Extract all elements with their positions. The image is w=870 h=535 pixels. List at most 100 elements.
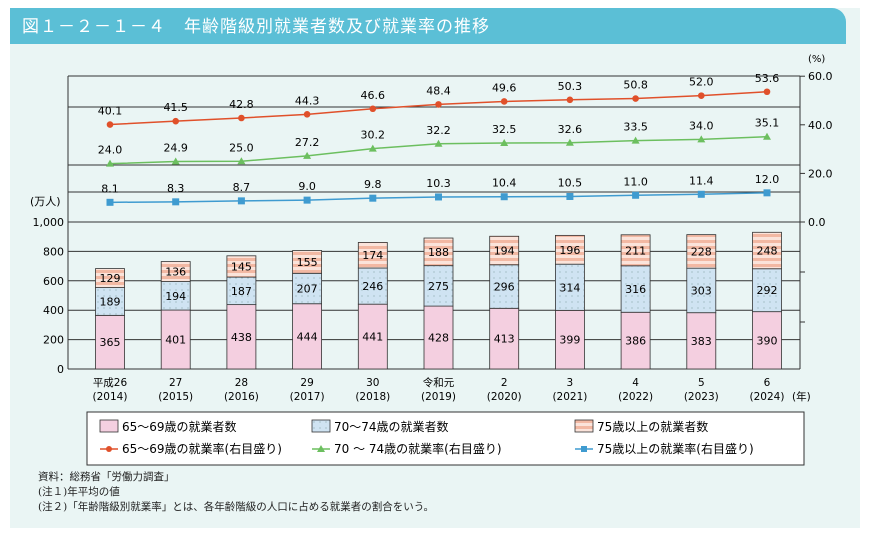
bar-1 xyxy=(555,309,585,370)
rate-label: 42.8 xyxy=(229,98,254,111)
x-tick-label: 3 xyxy=(567,377,574,389)
rate-label: 50.8 xyxy=(623,79,648,92)
rate-marker xyxy=(303,111,311,118)
rate-label: 35.1 xyxy=(755,117,780,130)
bar-label: 188 xyxy=(428,246,449,259)
bar-2 xyxy=(95,287,125,316)
header-bar xyxy=(10,8,846,44)
legend-label: 70～74歳の就業者数 xyxy=(334,419,449,434)
bar-3 xyxy=(555,234,585,265)
bar-label: 383 xyxy=(691,335,712,348)
x-tick-year: (2022) xyxy=(618,391,653,403)
x-tick-label: 平成26 xyxy=(93,377,128,389)
rate-marker xyxy=(369,194,377,202)
bar-1 xyxy=(752,311,782,370)
bar-1 xyxy=(357,303,388,370)
bar-1 xyxy=(620,311,651,370)
rate-marker xyxy=(369,105,377,113)
right-axis-unit: (%) xyxy=(808,54,825,65)
left-tick-label: 1,000 xyxy=(33,216,65,229)
rate-label: 25.0 xyxy=(229,141,254,154)
source-note: 資料：総務省「労働力調査」 xyxy=(38,471,175,483)
note-2: (注２)「年齢階級別就業率」とは、各年齢階級の人口に占める就業者の割合をいう。 xyxy=(38,501,435,513)
bar-label: 129 xyxy=(100,272,121,285)
legend-label: 75歳以上の就業者数 xyxy=(597,419,708,434)
rate-label: 10.4 xyxy=(492,177,517,190)
bar-3 xyxy=(620,234,651,267)
x-tick-label: 2 xyxy=(501,377,508,389)
legend-swatch xyxy=(574,419,594,433)
rate-label: 24.0 xyxy=(98,144,123,157)
right-tick-label: 60.0 xyxy=(808,70,833,83)
bar-1 xyxy=(95,314,125,370)
bar-label: 399 xyxy=(559,334,580,347)
rate-label: 24.9 xyxy=(163,141,188,154)
rate-label: 46.6 xyxy=(361,89,386,102)
bar-label: 314 xyxy=(559,281,580,294)
bar-label: 275 xyxy=(428,280,449,293)
bar-label: 428 xyxy=(428,332,449,345)
rate-marker xyxy=(237,197,245,205)
bar-3 xyxy=(95,268,125,288)
left-tick-label: 600 xyxy=(43,275,64,288)
bar-2 xyxy=(357,267,388,305)
x-tick-label: 令和元 xyxy=(423,376,455,389)
x-tick-label: 28 xyxy=(235,377,248,389)
right-tick-label: 40.0 xyxy=(808,119,833,132)
x-tick-year: (2018) xyxy=(355,391,390,403)
rate-marker xyxy=(500,98,508,105)
bar-2 xyxy=(686,267,717,314)
bar-label: 155 xyxy=(297,256,318,269)
bar-label: 187 xyxy=(231,285,252,298)
rate-marker xyxy=(697,135,706,143)
x-tick-year: (2017) xyxy=(290,391,325,403)
rate-label: 8.1 xyxy=(101,182,119,195)
bar-1 xyxy=(160,309,191,370)
bar-label: 189 xyxy=(100,295,121,308)
rate-marker xyxy=(435,101,442,108)
rate-label: 48.4 xyxy=(426,84,451,97)
legend-label: 65～69歳の就業者数 xyxy=(122,419,237,434)
x-tick-year: (2024) xyxy=(750,391,785,403)
rate-marker xyxy=(172,117,179,125)
bar-label: 292 xyxy=(757,284,778,297)
rate-label: 52.0 xyxy=(689,76,714,89)
x-tick-label: 29 xyxy=(300,377,313,389)
rate-marker xyxy=(763,132,771,140)
rate-label: 30.2 xyxy=(361,129,386,142)
bar-2 xyxy=(160,281,191,311)
x-tick-label: 30 xyxy=(366,377,379,389)
bar-2 xyxy=(489,264,520,309)
rate-label: 10.3 xyxy=(426,177,451,190)
x-tick-year: (2019) xyxy=(421,391,456,403)
rate-label: 40.1 xyxy=(98,105,123,118)
bar-1 xyxy=(226,304,257,370)
legend-marker xyxy=(317,445,325,452)
rate-marker xyxy=(632,95,639,102)
rate-marker xyxy=(565,138,574,146)
x-tick-year: (2021) xyxy=(552,391,587,403)
rate-marker xyxy=(106,159,114,167)
bar-3 xyxy=(160,261,191,282)
bar-label: 296 xyxy=(494,281,515,294)
left-tick-label: 0 xyxy=(57,363,64,376)
bar-3 xyxy=(489,235,520,266)
rate-label: 27.2 xyxy=(295,136,320,149)
legend-marker xyxy=(581,446,587,452)
legend-label: 75歳以上の就業率(右目盛り) xyxy=(597,441,754,456)
bar-label: 207 xyxy=(297,283,318,296)
rate-label: 41.5 xyxy=(163,101,188,114)
legend-swatch xyxy=(311,419,331,433)
bar-label: 145 xyxy=(231,260,252,273)
legend xyxy=(86,411,805,466)
bar-label: 316 xyxy=(625,283,646,296)
bar-3 xyxy=(226,255,257,278)
rate-marker xyxy=(171,157,180,165)
bar-label: 386 xyxy=(625,335,646,348)
rate-label: 32.2 xyxy=(426,124,451,137)
x-tick-year: (2016) xyxy=(224,391,259,403)
bar-label: 401 xyxy=(165,334,186,347)
bar-label: 246 xyxy=(362,280,383,293)
rate-marker xyxy=(303,196,311,204)
